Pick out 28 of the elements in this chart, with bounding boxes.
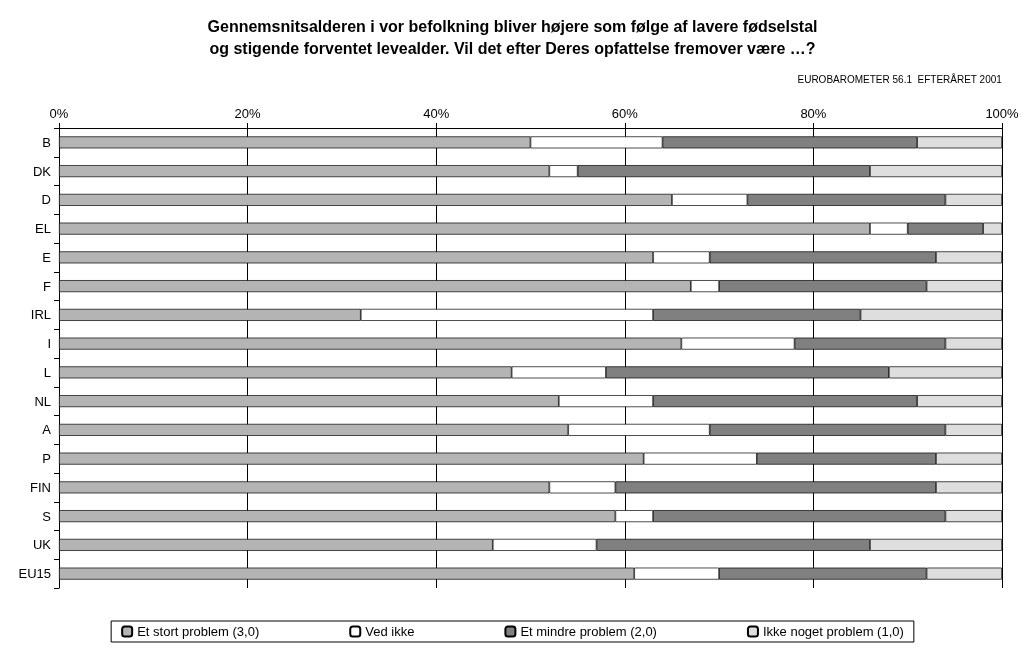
y-tick-label: E	[42, 249, 52, 265]
y-tick-label: UK	[32, 537, 52, 553]
y-tick-label: F	[43, 278, 52, 294]
x-tick-label: 100%	[985, 106, 1020, 121]
y-tick-label: I	[47, 336, 51, 352]
y-tick-label: EU15	[18, 566, 51, 582]
legend-label: Ikke noget problem (1,0)	[762, 624, 904, 639]
y-tick-label: A	[42, 422, 52, 438]
y-tick-label: D	[41, 192, 51, 208]
x-tick-label: 60%	[611, 106, 639, 121]
y-tick-label: FIN	[30, 479, 51, 495]
y-tick-label: IRL	[30, 307, 51, 323]
y-tick-label: DK	[32, 163, 52, 179]
legend-label: Et stort problem (3,0)	[137, 624, 260, 639]
y-tick-label: NL	[34, 393, 51, 409]
legend-label: Ved ikke	[365, 624, 415, 639]
y-tick-label: P	[42, 451, 51, 467]
text: EUROBAROMETER 56.1 EFTERÅRET 2001	[797, 72, 1003, 85]
x-tick-label: 0%	[49, 106, 69, 121]
x-tick-label: 40%	[423, 106, 450, 121]
x-tick-label: 20%	[234, 106, 262, 121]
y-tick-label: S	[42, 508, 52, 524]
legend-label: Et mindre problem (2,0)	[520, 624, 657, 639]
y-tick-label: B	[42, 134, 51, 150]
y-tick-label: EL	[35, 221, 51, 237]
chart-title: Gennemsnitsalderen i vor befolkning bliver højere som følge af lavere fødselstal og stigende forventet levealder. Vil det efter Deres opfattelse fremover være …?	[207, 17, 818, 57]
y-tick-label: L	[43, 364, 51, 380]
x-tick-label: 80%	[800, 106, 827, 121]
